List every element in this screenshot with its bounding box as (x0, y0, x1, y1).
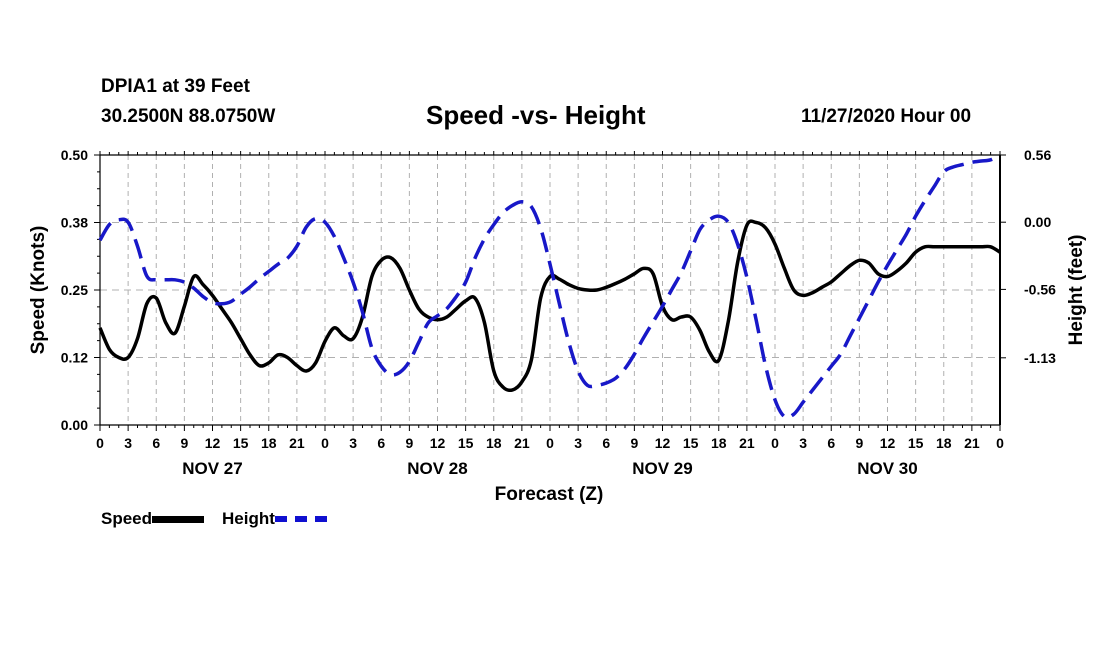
x-tick-label: 3 (799, 435, 807, 451)
legend-speed-swatch (152, 515, 205, 523)
x-tick-label: 6 (827, 435, 835, 451)
x-tick-label: 9 (180, 435, 188, 451)
y-left-tick-label: 0.12 (61, 350, 88, 366)
x-axis-label: Forecast (Z) (495, 484, 604, 505)
axes: 0 3 6 9 12 15 18 21 0 3 6 9 12 15 18 21 0 3 6 9 12 15 18 21 0 3 6 9… (61, 147, 1056, 478)
forecast-datetime: 11/27/2020 Hour 00 (801, 106, 972, 127)
x-tick-label: 6 (152, 435, 160, 451)
legend-speed-label: Speed (101, 509, 153, 528)
x-tick-label: 3 (574, 435, 582, 451)
x-tick-label: 12 (880, 435, 896, 451)
series (98, 153, 1001, 420)
x-tick-label: 6 (602, 435, 610, 451)
day-label: NOV 28 (407, 459, 467, 478)
x-tick-label: 0 (546, 435, 554, 451)
y-right-tick-label: 0.00 (1024, 214, 1051, 230)
grid (100, 155, 1000, 425)
station-name: DPIA1 at 39 Feet (101, 76, 250, 97)
x-tick-label: 21 (964, 435, 980, 451)
x-tick-label: 21 (514, 435, 530, 451)
legend-height-swatch (274, 516, 327, 522)
x-tick-label: 0 (771, 435, 779, 451)
x-tick-label: 0 (321, 435, 329, 451)
legend-height-label: Height (222, 509, 275, 528)
y-left-tick-label: 0.50 (61, 147, 88, 163)
y-axis-left-label: Speed (Knots) (28, 226, 49, 355)
x-tick-label: 12 (655, 435, 671, 451)
y-left-tick-label: 0.38 (61, 215, 88, 231)
x-tick-label: 0 (96, 435, 104, 451)
x-tick-label: 18 (936, 435, 952, 451)
x-tick-label: 9 (855, 435, 863, 451)
x-tick-label: 0 (996, 435, 1004, 451)
y-right-tick-label: -1.13 (1024, 350, 1056, 366)
day-label: NOV 29 (632, 459, 692, 478)
y-right-tick-label: -0.56 (1024, 281, 1056, 297)
y-right-tick-label: 0.56 (1024, 147, 1051, 163)
x-tick-label: 12 (205, 435, 221, 451)
x-tick-label: 15 (458, 435, 474, 451)
station-coordinates: 30.2500N 88.0750W (101, 106, 276, 127)
x-tick-label: 6 (377, 435, 385, 451)
legend-height: Height (222, 509, 327, 529)
x-tick-label: 3 (349, 435, 357, 451)
x-tick-label: 15 (908, 435, 924, 451)
chart-title: Speed -vs- Height (426, 100, 646, 130)
x-tick-label: 21 (289, 435, 305, 451)
height-series-line (98, 153, 1001, 420)
x-tick-label: 15 (683, 435, 699, 451)
day-label: NOV 27 (182, 459, 242, 478)
legend: Speed Height (101, 509, 345, 529)
x-tick-label: 18 (486, 435, 502, 451)
x-tick-label: 21 (739, 435, 755, 451)
x-tick-label: 18 (711, 435, 727, 451)
speed-series-line (98, 219, 1001, 393)
y-axis-right-label: Height (feet) (1066, 235, 1087, 346)
x-tick-label: 9 (405, 435, 413, 451)
x-tick-label: 15 (233, 435, 249, 451)
y-left-tick-label: 0.25 (61, 282, 88, 298)
x-tick-label: 12 (430, 435, 446, 451)
day-label: NOV 30 (857, 459, 917, 478)
legend-speed: Speed (101, 509, 205, 529)
x-tick-label: 9 (630, 435, 638, 451)
x-tick-label: 18 (261, 435, 277, 451)
y-left-tick-label: 0.00 (61, 417, 88, 433)
x-tick-label: 3 (124, 435, 132, 451)
